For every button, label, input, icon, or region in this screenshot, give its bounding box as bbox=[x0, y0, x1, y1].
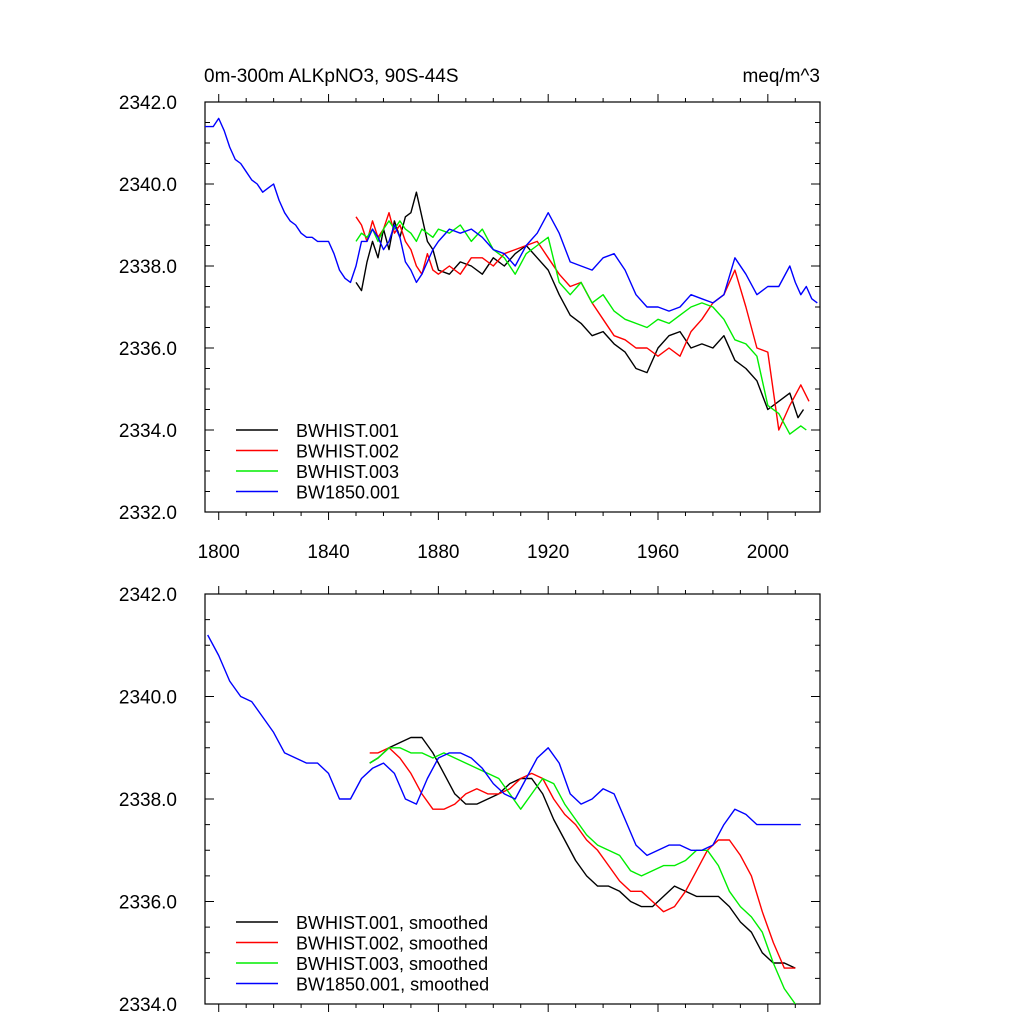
series-line bbox=[355, 212, 810, 431]
series-line bbox=[207, 634, 801, 857]
y-tick-label: 2342.0 bbox=[119, 93, 177, 114]
x-tick-label: 1960 bbox=[637, 542, 679, 563]
legend-label: BWHIST.001, smoothed bbox=[296, 913, 488, 933]
x-tick-label: 1880 bbox=[417, 542, 459, 563]
x-tick-label: 1920 bbox=[527, 542, 569, 563]
legend-label: BWHIST.003, smoothed bbox=[296, 954, 488, 974]
series-line bbox=[369, 747, 796, 1004]
series-line bbox=[369, 747, 796, 969]
y-tick-label: 2340.0 bbox=[119, 688, 177, 709]
y-tick-label: 2340.0 bbox=[119, 175, 177, 196]
series-line bbox=[355, 191, 805, 419]
y-tick-label: 2336.0 bbox=[119, 893, 177, 914]
legend-label: BW1850.001, smoothed bbox=[296, 975, 489, 995]
bottom-panel: 2334.0 2336.0 2338.0 2340.0 2342.0 BWHIST.00… bbox=[119, 585, 821, 1016]
y-tick-label: 2342.0 bbox=[119, 585, 177, 606]
legend-label: BWHIST.001 bbox=[296, 421, 399, 441]
y-tick-label: 2334.0 bbox=[119, 421, 177, 442]
y-tick-label: 2334.0 bbox=[119, 995, 177, 1016]
series-line bbox=[355, 220, 807, 435]
series-line bbox=[369, 736, 796, 969]
plot-lines bbox=[205, 117, 818, 435]
x-tick-label: 1800 bbox=[198, 542, 240, 563]
legend-label: BWHIST.002 bbox=[296, 442, 399, 462]
y-tick-label: 2338.0 bbox=[119, 790, 177, 811]
legend-label: BWHIST.002, smoothed bbox=[296, 934, 488, 954]
y-tick-label: 2332.0 bbox=[119, 503, 177, 524]
chart-units-label: meq/m^3 bbox=[742, 66, 820, 87]
x-tick-label: 2000 bbox=[747, 542, 789, 563]
axes: 1800 1840 1880 1920 1960 2000 2332.0 2334.0 2336… bbox=[119, 93, 820, 563]
x-tick-label: 1840 bbox=[307, 542, 349, 563]
y-tick-label: 2336.0 bbox=[119, 339, 177, 360]
series-line bbox=[205, 117, 818, 312]
chart-title: 0m-300m ALKpNO3, 90S-44S bbox=[204, 66, 459, 87]
plot-lines bbox=[207, 634, 801, 1004]
y-tick-label: 2338.0 bbox=[119, 257, 177, 278]
legend-label: BW1850.001 bbox=[296, 483, 400, 503]
top-panel: 0m-300m ALKpNO3, 90S-44S meq/m^3 1800 184… bbox=[119, 66, 821, 563]
axes: 2334.0 2336.0 2338.0 2340.0 2342.0 bbox=[119, 585, 820, 1016]
legend-label: BWHIST.003 bbox=[296, 462, 399, 482]
